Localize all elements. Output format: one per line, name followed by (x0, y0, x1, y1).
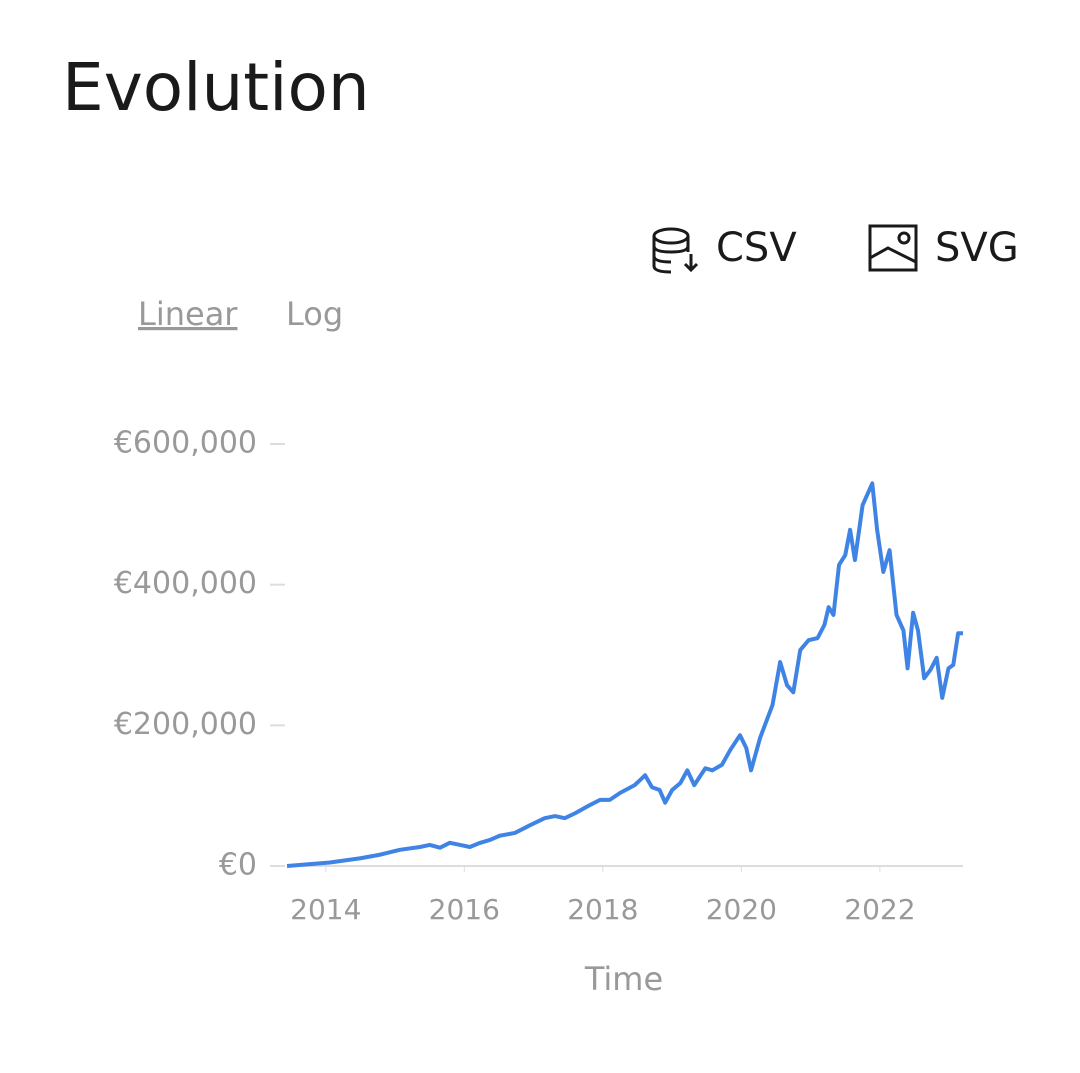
x-tick-label: 2018 (567, 893, 638, 926)
y-tick-label: €400,000 (114, 566, 257, 601)
x-tick-label: 2014 (290, 893, 361, 926)
svg-button[interactable] (868, 224, 918, 272)
svg-label[interactable]: SVG (935, 225, 1019, 271)
y-tick-label: €0 (219, 848, 257, 883)
x-tick-label: 2022 (844, 893, 915, 926)
line-series (286, 481, 963, 868)
x-tick-label: 2016 (429, 893, 500, 926)
y-tick-label: €200,000 (114, 707, 257, 742)
csv-button[interactable] (652, 227, 699, 274)
title: Evolution (62, 49, 370, 126)
scale-option[interactable]: Log (286, 295, 343, 333)
scale-option[interactable]: Linear (138, 295, 238, 333)
x-tick-label: 2020 (706, 893, 777, 926)
x-axis-label: Time (584, 960, 663, 998)
y-tick-label: €600,000 (114, 426, 257, 461)
csv-label[interactable]: CSV (716, 225, 797, 271)
